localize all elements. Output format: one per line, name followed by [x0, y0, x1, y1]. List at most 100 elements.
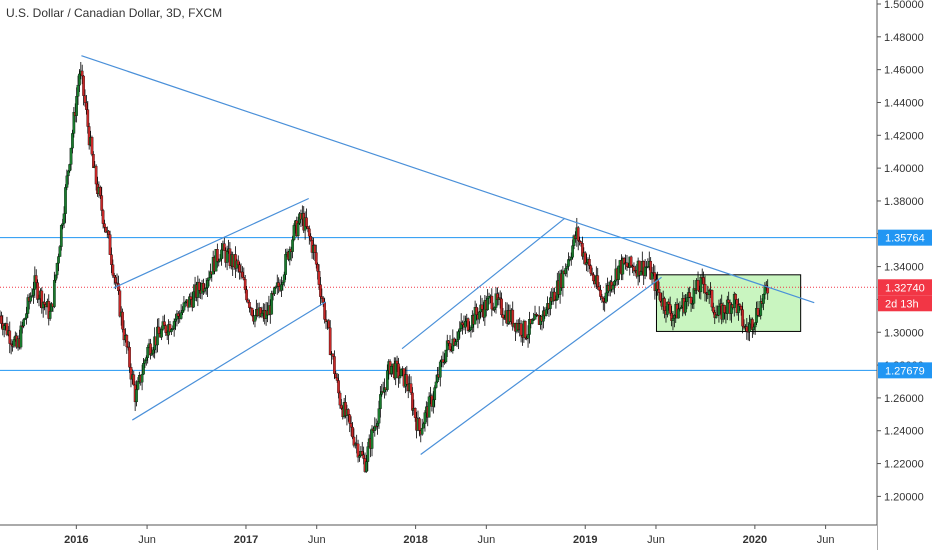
candle-body	[273, 287, 276, 295]
candle-body	[236, 260, 240, 265]
candle-body	[526, 334, 530, 339]
candle-body	[340, 404, 343, 409]
candle-body	[78, 73, 81, 86]
candle-body	[600, 296, 604, 299]
time-tick-label: 2019	[573, 534, 597, 546]
candle-body	[376, 423, 379, 427]
channel-2018-upper[interactable]	[401, 217, 566, 350]
candle-body	[22, 319, 26, 327]
level-support-tag-label: 1.27679	[885, 365, 925, 377]
price-tick-label: 1.46000	[884, 65, 924, 77]
candle-body	[320, 296, 324, 299]
candle-body	[52, 279, 56, 307]
candle-body	[409, 383, 413, 394]
candle-body	[75, 96, 78, 116]
time-axis-background	[0, 525, 877, 550]
candle-body	[766, 287, 770, 294]
countdown-tag	[878, 295, 932, 312]
candle-body	[663, 298, 666, 311]
candle-body	[128, 347, 131, 368]
channel-2016-lower[interactable]	[132, 301, 327, 421]
candle-body	[358, 455, 361, 458]
candle-body	[136, 381, 140, 390]
time-axis[interactable]: 2016 Jun 2017 Jun 2018 Jun 2019 Jun 2020 Jun	[64, 525, 834, 546]
candle-body	[405, 374, 409, 385]
candle-body	[702, 277, 705, 285]
candle-body	[192, 291, 196, 308]
candle-body	[579, 241, 583, 244]
candle-body	[599, 289, 602, 297]
candle-body	[753, 322, 757, 328]
candle-body	[243, 279, 247, 290]
channel-2016-upper[interactable]	[113, 197, 309, 289]
candle-body	[385, 370, 389, 390]
candle-body	[423, 412, 427, 424]
candle-body	[692, 288, 696, 304]
price-tick-label: 1.50000	[884, 0, 924, 11]
candle-body	[659, 292, 662, 302]
candle-body	[457, 331, 460, 340]
candle-body	[597, 286, 601, 291]
candle-body	[480, 304, 484, 310]
time-tick-label: 2020	[743, 534, 767, 546]
candle-body	[61, 223, 65, 226]
candle-body	[370, 428, 374, 449]
candle-body	[710, 290, 714, 308]
candle-body	[703, 284, 707, 294]
candle-body	[307, 228, 311, 237]
candle-body	[351, 426, 354, 438]
candle-body	[296, 222, 300, 237]
candle-body	[530, 319, 534, 324]
candle-body	[142, 363, 145, 375]
candle-body	[604, 292, 608, 303]
candle-body	[69, 147, 73, 165]
candle-body	[270, 293, 274, 315]
candle-body	[434, 381, 438, 388]
candle-body	[380, 391, 384, 395]
candle-body	[727, 299, 731, 303]
candle-body	[576, 227, 580, 241]
candle-body	[55, 263, 59, 276]
candle-body	[696, 280, 700, 291]
long-descending-trendline[interactable]	[81, 55, 815, 304]
candle-body	[422, 423, 425, 429]
candle-body	[125, 335, 129, 348]
candle-body	[677, 308, 680, 319]
candle-body	[490, 295, 494, 310]
candle-body	[739, 306, 743, 310]
candle-body	[745, 326, 749, 332]
candle-body	[172, 321, 176, 329]
candle-body	[34, 275, 38, 283]
candle-body	[250, 308, 254, 316]
candle-body	[418, 418, 421, 431]
price-tick-label: 1.48000	[884, 32, 924, 44]
candle-body	[176, 313, 180, 317]
level-resistance-tag	[878, 229, 932, 246]
candle-body	[321, 298, 325, 303]
candle-body	[174, 318, 177, 322]
candles	[0, 61, 770, 473]
candle-body	[40, 290, 44, 309]
candle-body	[395, 360, 399, 364]
candle-body	[54, 274, 58, 281]
candle-body	[717, 305, 721, 316]
candle-body	[458, 328, 462, 332]
candle-body	[561, 270, 565, 289]
candle-body	[519, 323, 523, 336]
candle-body	[427, 396, 431, 418]
channel-2018-lower[interactable]	[420, 276, 662, 456]
candle-body	[222, 243, 226, 251]
candle-body	[464, 321, 467, 328]
candle-body	[454, 341, 457, 346]
candle-body	[182, 302, 186, 311]
price-tick-label: 1.26000	[884, 393, 924, 405]
candle-body	[723, 305, 726, 313]
candle-body	[379, 394, 382, 409]
trendlines[interactable]	[81, 55, 815, 456]
candle-body	[19, 325, 23, 348]
candle-body	[668, 304, 672, 314]
candle-body	[569, 257, 573, 260]
candle-body	[338, 392, 342, 406]
candle-body	[323, 302, 326, 320]
